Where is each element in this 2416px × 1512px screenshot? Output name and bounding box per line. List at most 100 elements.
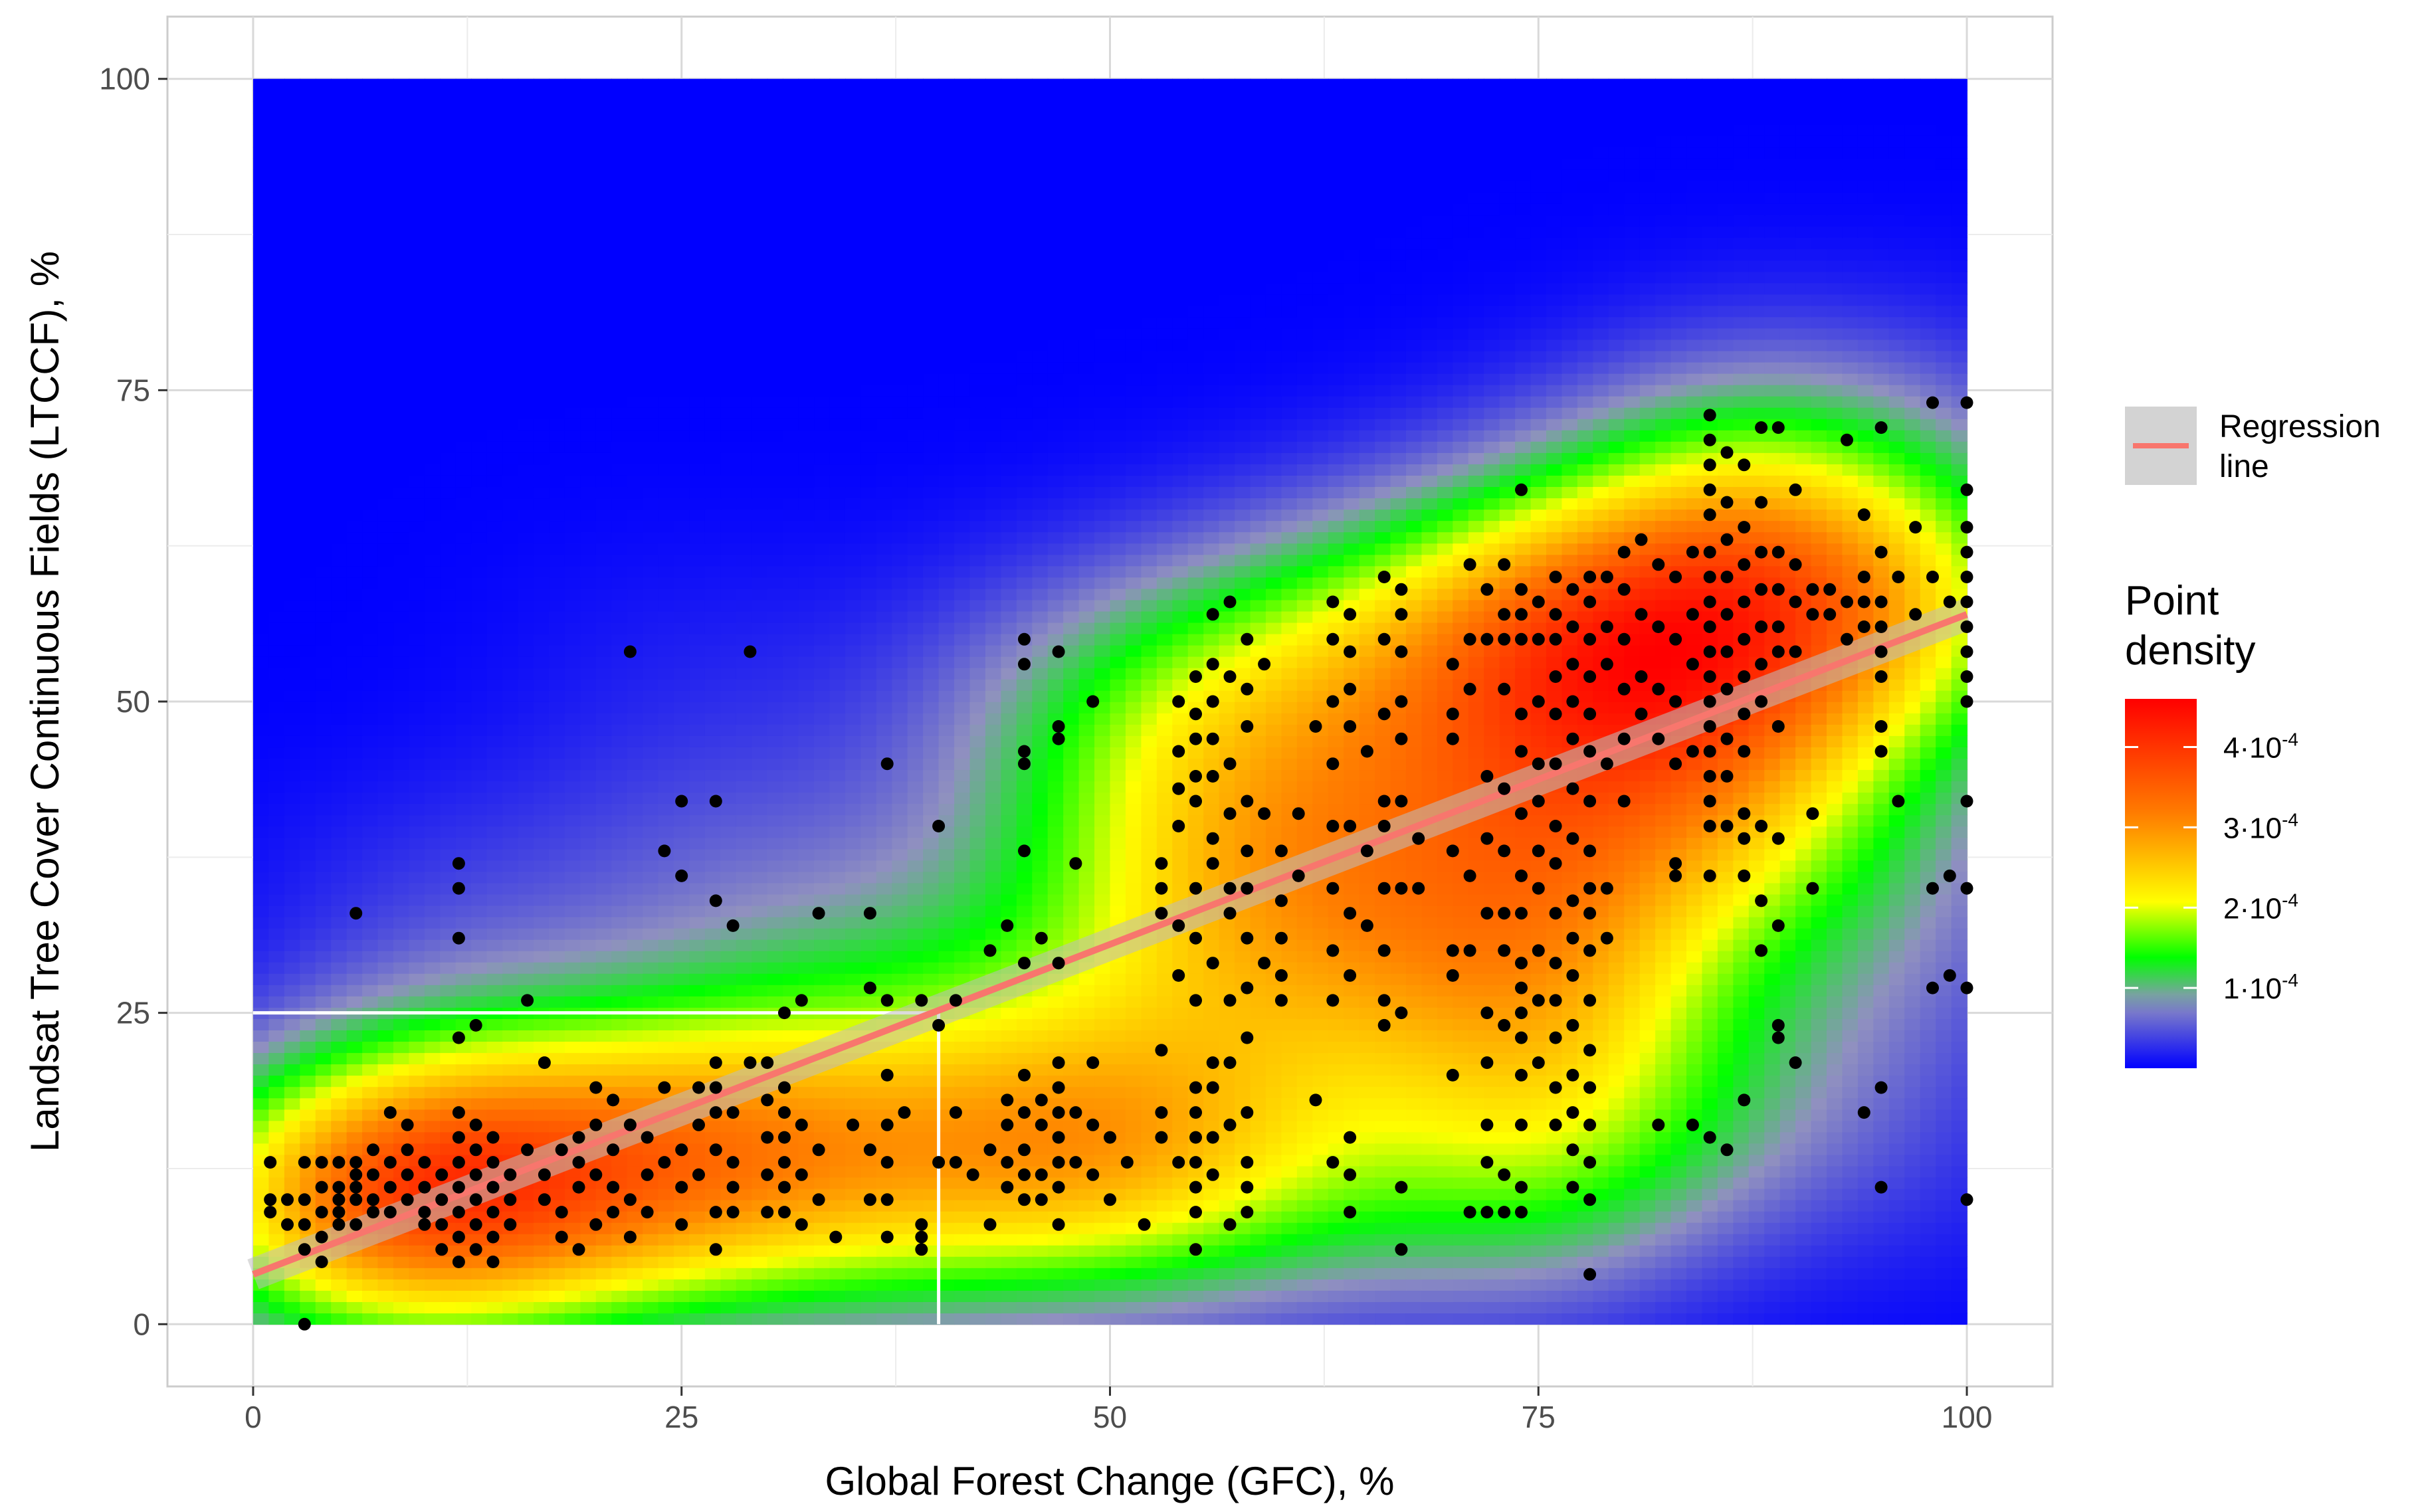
density-cell <box>1779 1199 1796 1212</box>
density-cell <box>1125 1052 1142 1065</box>
density-cell <box>518 1279 534 1291</box>
density-cell <box>860 848 877 861</box>
density-cell <box>1904 1244 1921 1257</box>
density-cell <box>284 1041 301 1054</box>
density-cell <box>1359 1018 1375 1030</box>
density-cell <box>1888 1210 1906 1223</box>
density-cell <box>923 1143 940 1155</box>
density-cell <box>689 871 706 884</box>
density-cell <box>1328 1075 1344 1087</box>
density-cell <box>923 1301 940 1314</box>
density-cell <box>689 916 706 929</box>
density-cell <box>331 1120 348 1133</box>
density-cell <box>409 916 425 929</box>
density-cell <box>1141 996 1158 1008</box>
density-cell <box>783 950 799 963</box>
density-cell <box>1250 1233 1266 1246</box>
density-cell <box>1141 1256 1158 1268</box>
density-cell <box>954 882 971 895</box>
density-cell <box>331 1143 348 1155</box>
density-cell <box>1577 1210 1594 1223</box>
density-cell <box>1359 1279 1375 1291</box>
density-cell <box>1125 961 1142 974</box>
density-cell <box>1764 1313 1781 1325</box>
density-cell <box>1359 1290 1375 1302</box>
density-cell <box>1437 1244 1454 1257</box>
density-cell <box>1686 860 1703 872</box>
density-cell <box>393 961 410 974</box>
density-cell <box>1156 1301 1173 1314</box>
density-cell <box>938 882 955 895</box>
density-cell <box>1655 1244 1672 1257</box>
density-cell <box>923 1086 940 1099</box>
density-cell <box>1110 1097 1126 1110</box>
density-cell <box>1110 814 1126 827</box>
density-cell <box>455 916 472 929</box>
density-cell <box>1748 882 1765 895</box>
density-cell <box>1078 1256 1095 1268</box>
density-cell <box>1515 1165 1532 1178</box>
density-cell <box>1827 814 1843 827</box>
density-cell <box>876 1290 893 1302</box>
density-cell <box>876 848 893 861</box>
density-cell <box>1936 905 1952 917</box>
density-cell <box>1670 1154 1687 1167</box>
density-cell <box>1546 1301 1563 1314</box>
density-cell <box>1141 1086 1158 1099</box>
density-cell <box>1156 996 1173 1008</box>
density-cell <box>1530 1097 1547 1110</box>
density-cell <box>549 803 565 816</box>
density-cell <box>1515 1154 1532 1167</box>
density-cell <box>627 1268 643 1279</box>
density-cell <box>704 927 722 940</box>
density-cell <box>1172 882 1189 895</box>
density-cell <box>1795 939 1812 951</box>
density-cell <box>1546 882 1563 895</box>
density-cell <box>1827 882 1843 895</box>
density-cell <box>1359 1154 1375 1167</box>
density-cell <box>1639 848 1656 861</box>
density-cell <box>1063 905 1080 917</box>
density-cell <box>1795 848 1812 861</box>
density-cell <box>1888 848 1906 861</box>
density-cell <box>704 814 722 827</box>
density-cell <box>643 1143 659 1155</box>
density-cell <box>471 905 488 917</box>
density-cell <box>424 905 441 917</box>
density-cell <box>1842 1030 1859 1042</box>
density-cell <box>346 1086 363 1099</box>
density-cell <box>938 894 955 906</box>
density-cell <box>892 1143 908 1155</box>
density-cell <box>985 905 1002 917</box>
density-cell <box>346 894 363 906</box>
density-cell <box>1904 814 1921 827</box>
density-cell <box>331 1301 348 1314</box>
density-cell <box>1904 860 1921 872</box>
density-cell <box>268 1097 285 1110</box>
density-cell <box>1733 1007 1750 1019</box>
density-cell <box>736 1188 753 1200</box>
density-cell <box>1577 1244 1594 1257</box>
density-cell <box>1608 1154 1625 1167</box>
density-cell <box>1827 916 1843 929</box>
density-cell <box>1857 927 1874 940</box>
density-cell <box>1686 1052 1703 1065</box>
density-cell <box>1608 996 1625 1008</box>
density-cell <box>1344 1301 1360 1314</box>
density-cell <box>845 826 862 838</box>
density-cell <box>580 894 597 906</box>
density-cell <box>1593 916 1609 929</box>
density-cell <box>643 1244 659 1257</box>
density-cell <box>1655 1210 1672 1223</box>
density-cell <box>486 1030 503 1042</box>
density-cell <box>1842 1018 1859 1030</box>
density-cell <box>300 996 316 1008</box>
density-cell <box>252 894 270 906</box>
density-cell <box>736 1301 753 1314</box>
density-cell <box>1593 1097 1609 1110</box>
density-cell <box>845 1279 862 1291</box>
density-cell <box>362 1301 379 1314</box>
density-cell <box>876 950 893 963</box>
density-cell <box>1437 1041 1454 1054</box>
density-cell <box>1094 1268 1111 1279</box>
